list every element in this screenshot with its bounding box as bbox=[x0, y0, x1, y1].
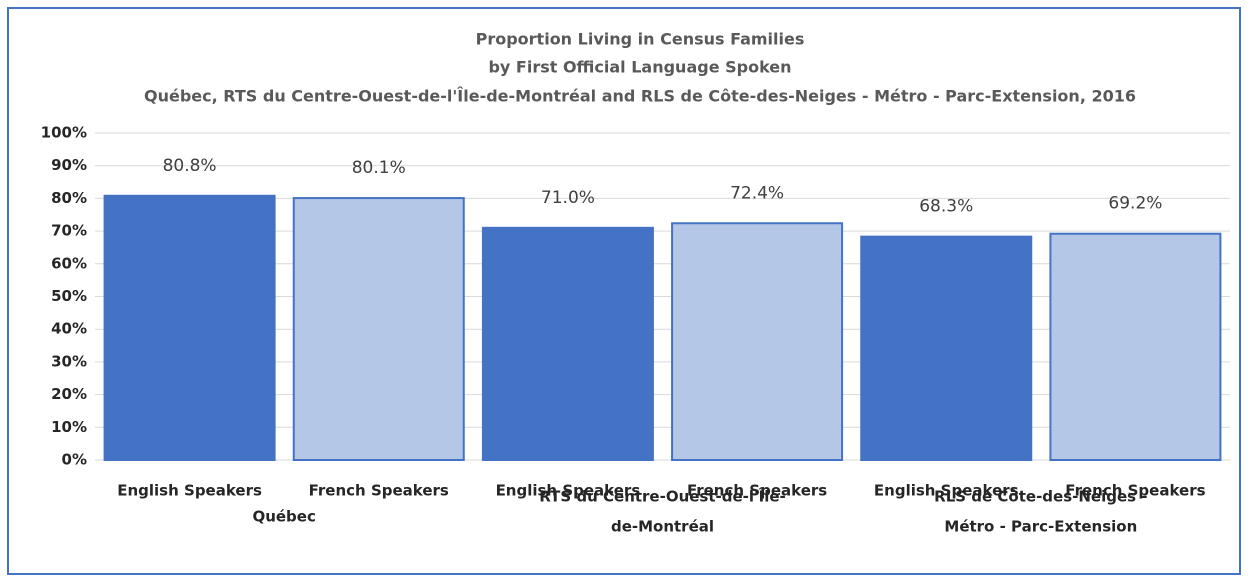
x-tick-label: French Speakers bbox=[1065, 482, 1205, 500]
value-label: 80.1% bbox=[352, 158, 406, 178]
y-tick-label: 60% bbox=[51, 254, 87, 272]
y-tick-label: 70% bbox=[51, 222, 87, 240]
y-tick-label: 10% bbox=[51, 418, 87, 436]
chart-title: Proportion Living in Census Families bbox=[476, 30, 805, 49]
x-tick-label: English Speakers bbox=[117, 482, 262, 500]
value-label: 80.8% bbox=[163, 156, 217, 176]
y-tick-label: 30% bbox=[51, 352, 87, 370]
bar bbox=[860, 235, 1033, 461]
y-tick-label: 100% bbox=[41, 124, 87, 142]
y-tick-label: 90% bbox=[51, 156, 87, 174]
bar bbox=[292, 197, 465, 461]
bar bbox=[103, 194, 276, 461]
group-label: Québec bbox=[252, 508, 315, 526]
x-tick-label: English Speakers bbox=[496, 482, 641, 500]
value-label: 71.0% bbox=[541, 188, 595, 208]
x-tick-label: French Speakers bbox=[687, 482, 827, 500]
value-label: 68.3% bbox=[919, 197, 973, 217]
bar bbox=[1049, 232, 1222, 461]
bar bbox=[671, 222, 844, 461]
y-tick-label: 0% bbox=[62, 451, 87, 469]
group-label: de-Montréal bbox=[611, 518, 714, 536]
y-tick-label: 40% bbox=[51, 320, 87, 338]
y-tick-label: 80% bbox=[51, 189, 87, 207]
group-label: RTS du Centre-Ouest-de-l'Île- bbox=[539, 487, 786, 506]
chart-subtitle: by First Official Language Spoken bbox=[488, 58, 791, 77]
group-label: RLS de Côte-des-Neiges - bbox=[934, 488, 1147, 506]
value-label: 72.4% bbox=[730, 183, 784, 203]
y-tick-label: 50% bbox=[51, 287, 87, 305]
group-label: Métro - Parc-Extension bbox=[944, 518, 1137, 536]
x-tick-label: French Speakers bbox=[309, 482, 449, 500]
bar bbox=[481, 226, 654, 461]
value-label: 69.2% bbox=[1108, 194, 1162, 214]
y-tick-label: 20% bbox=[51, 385, 87, 403]
chart-subtitle: Québec, RTS du Centre-Ouest-de-l'Île-de-… bbox=[144, 87, 1136, 106]
x-tick-label: English Speakers bbox=[874, 482, 1019, 500]
